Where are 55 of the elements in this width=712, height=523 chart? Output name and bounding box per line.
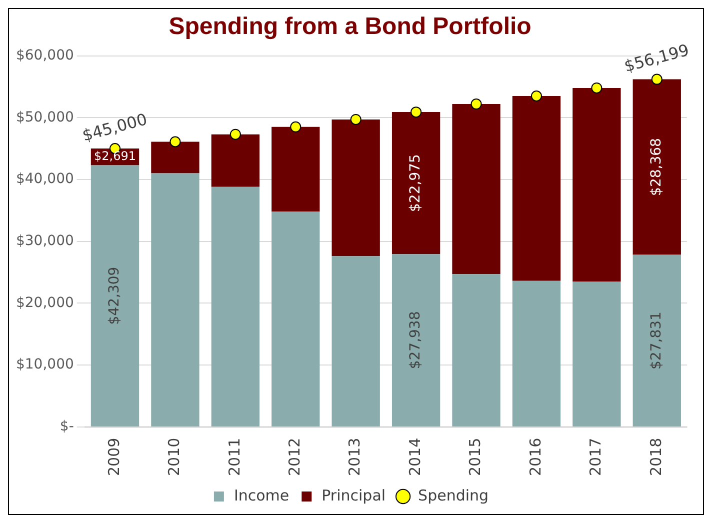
data-label: $2,691 bbox=[94, 149, 136, 163]
y-tick-label: $- bbox=[60, 418, 74, 434]
bar bbox=[272, 212, 320, 426]
point bbox=[651, 74, 662, 85]
data-label: $22,975 bbox=[408, 154, 424, 212]
data-label: $27,938 bbox=[408, 311, 424, 370]
bar bbox=[392, 112, 440, 254]
y-tick-label: $50,000 bbox=[16, 109, 74, 126]
bar bbox=[452, 104, 500, 274]
bar bbox=[90, 165, 140, 426]
bar bbox=[151, 142, 200, 174]
x-tick-label: 2010 bbox=[165, 438, 184, 476]
x-tick-label: 2017 bbox=[586, 438, 605, 476]
point bbox=[170, 136, 181, 148]
data-label: $28,368 bbox=[648, 138, 665, 196]
y-tick-label: $40,000 bbox=[16, 171, 74, 188]
chart-title: Spending from a Bond Portfolio bbox=[168, 13, 532, 40]
y-tick-label: $60,000 bbox=[16, 47, 74, 64]
x-tick-label: 2015 bbox=[466, 438, 484, 476]
bar bbox=[332, 119, 380, 256]
x-tick-label: 2016 bbox=[526, 438, 544, 476]
y-tick-label: $20,000 bbox=[16, 294, 74, 311]
bar bbox=[632, 254, 681, 426]
x-tick-label: 2014 bbox=[406, 438, 424, 476]
point bbox=[591, 82, 602, 94]
point bbox=[230, 128, 241, 140]
point bbox=[350, 114, 362, 125]
bar bbox=[151, 173, 200, 426]
x-tick-label: 2013 bbox=[346, 438, 364, 476]
bar bbox=[211, 134, 260, 187]
point bbox=[290, 121, 302, 132]
bar bbox=[332, 256, 380, 426]
x-tick-label: 2009 bbox=[104, 438, 123, 476]
point bbox=[410, 106, 422, 118]
point bbox=[470, 98, 482, 110]
bar bbox=[572, 282, 621, 426]
data-label: $42,309 bbox=[106, 266, 123, 325]
data-label: $27,831 bbox=[648, 312, 665, 370]
point bbox=[530, 90, 542, 102]
bar bbox=[512, 280, 561, 426]
x-tick-label: 2012 bbox=[286, 438, 304, 476]
x-tick-label: 2018 bbox=[646, 438, 665, 476]
x-tick-label: 2011 bbox=[225, 438, 244, 476]
legend-label: Income bbox=[234, 486, 290, 504]
legend-label: Spending bbox=[418, 486, 489, 504]
bar bbox=[512, 96, 561, 281]
bar bbox=[572, 88, 621, 282]
legend-label: Principal bbox=[322, 486, 386, 504]
bar bbox=[632, 79, 681, 255]
bar bbox=[392, 254, 440, 426]
y-tick-label: $10,000 bbox=[16, 356, 74, 373]
bar bbox=[452, 274, 500, 426]
bar bbox=[272, 126, 320, 212]
bar bbox=[211, 186, 260, 426]
y-tick-label: $30,000 bbox=[16, 232, 74, 249]
